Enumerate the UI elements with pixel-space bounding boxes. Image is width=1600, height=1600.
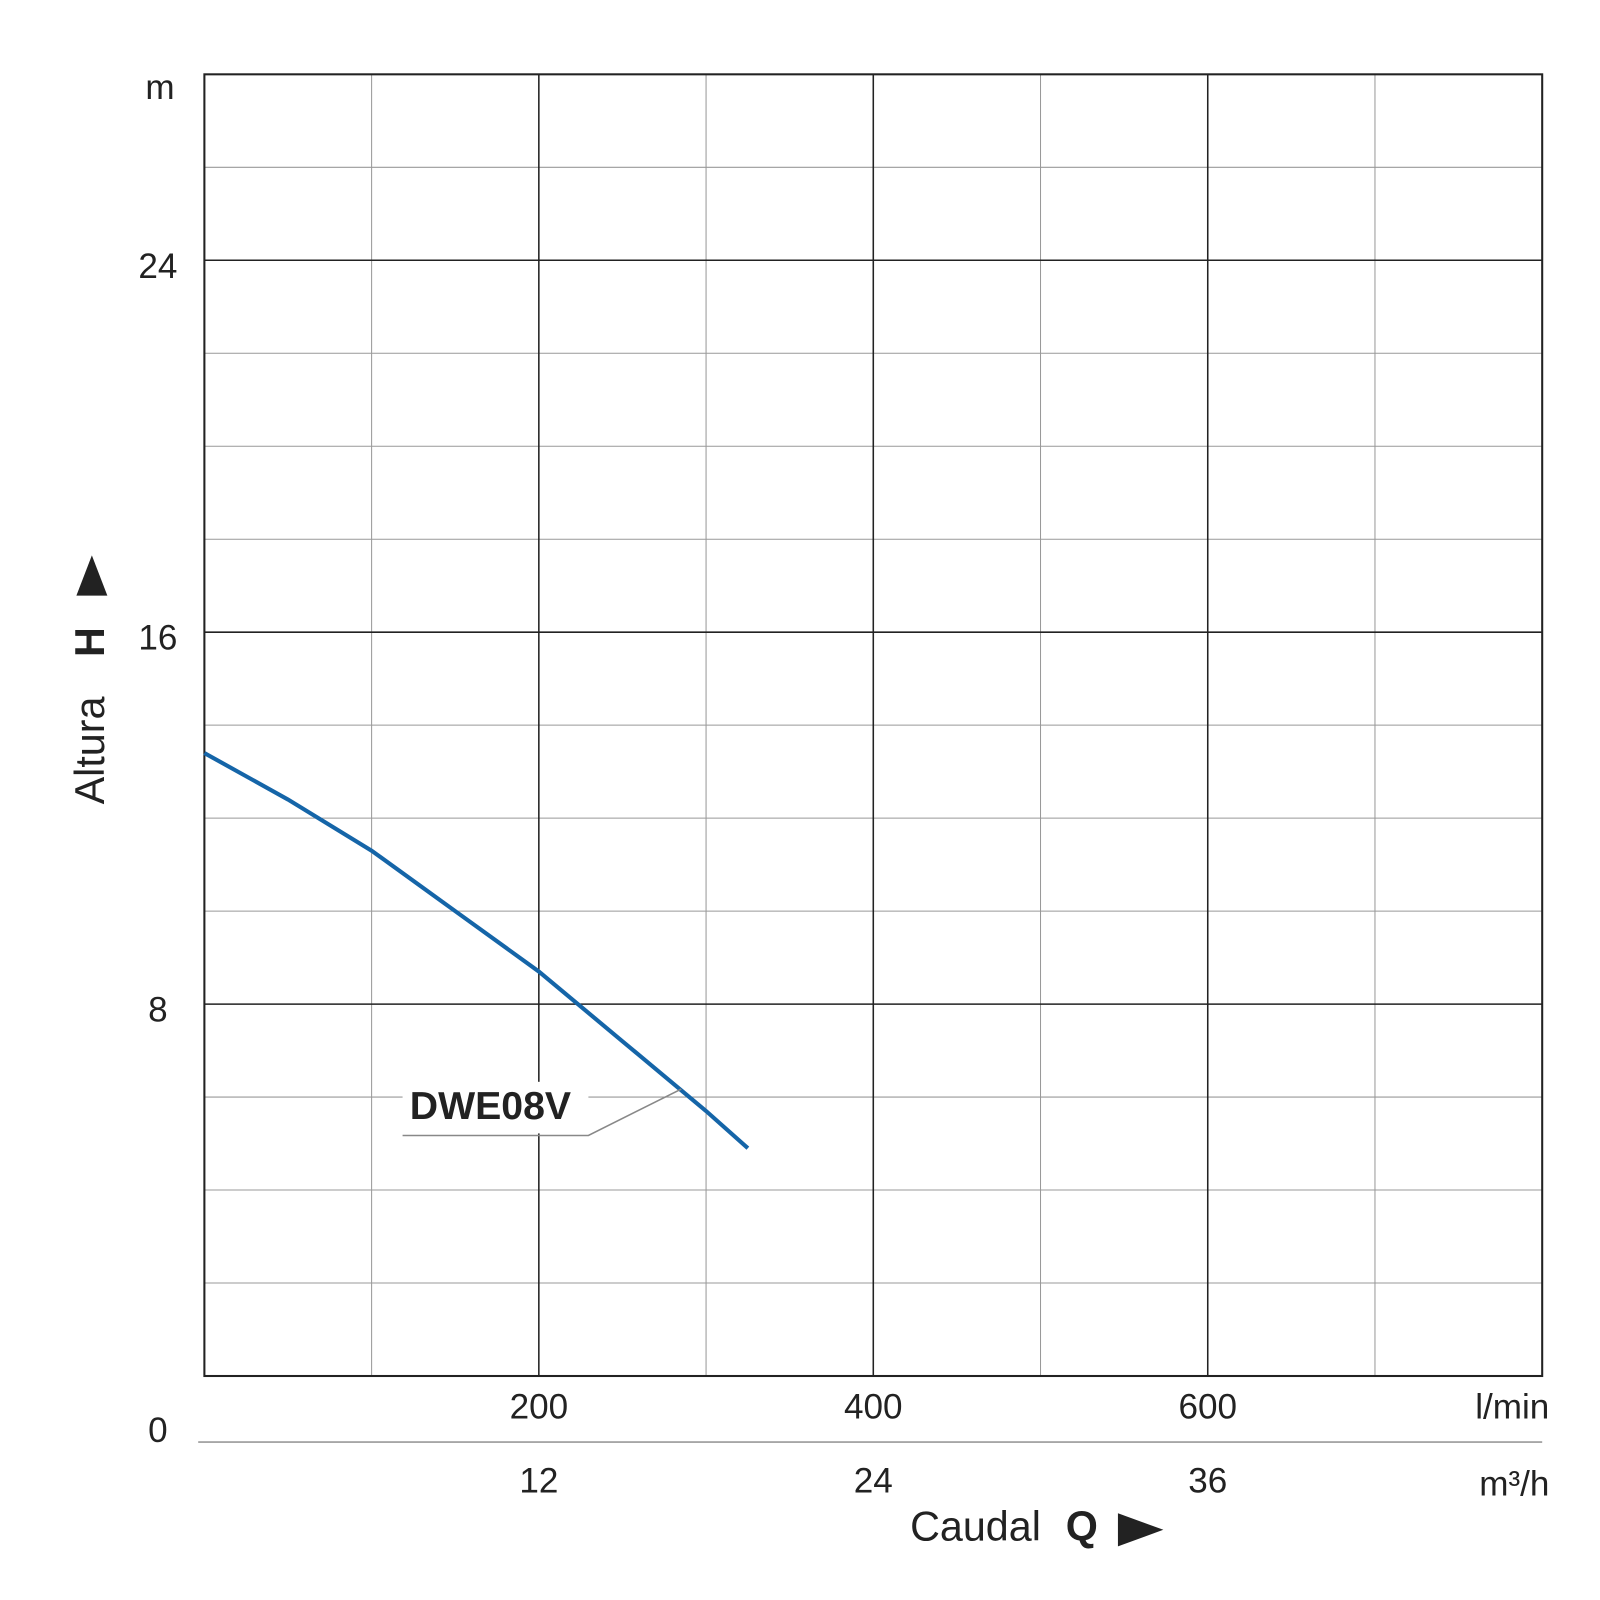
- y-tick-label: 8: [148, 991, 168, 1030]
- curve: [203, 751, 750, 1150]
- x2-unit: m³/h: [1479, 1465, 1549, 1504]
- x-tick-label: 400: [844, 1387, 903, 1426]
- leader-line: [402, 1088, 682, 1137]
- y-tick-label: 0: [148, 1411, 168, 1450]
- x2-tick-label: 24: [854, 1462, 893, 1501]
- x-arrow: [1117, 1513, 1164, 1547]
- y-unit: m: [145, 68, 174, 107]
- y-tick-label: 16: [138, 619, 177, 658]
- x2-tick-label: 12: [519, 1462, 558, 1501]
- x-label: Caudal: [910, 1504, 1041, 1550]
- label-bg: [402, 1081, 589, 1134]
- x-symbol: Q: [1066, 1504, 1098, 1550]
- y-tick-label: 24: [138, 247, 177, 286]
- x-unit: l/min: [1475, 1387, 1549, 1426]
- y-arrow: [76, 555, 108, 596]
- x-tick-label: 200: [510, 1387, 569, 1426]
- x2-tick-label: 36: [1188, 1462, 1227, 1501]
- y-label: Altura: [67, 696, 113, 804]
- x-tick-label: 600: [1178, 1387, 1237, 1426]
- plot-frame: [203, 73, 1544, 1378]
- series-label: DWE08V: [410, 1084, 571, 1128]
- y-symbol: H: [67, 627, 113, 657]
- plot-area: 200 400 600 12 24 36 0 8 16 24 DWE08V: [138, 73, 1544, 1501]
